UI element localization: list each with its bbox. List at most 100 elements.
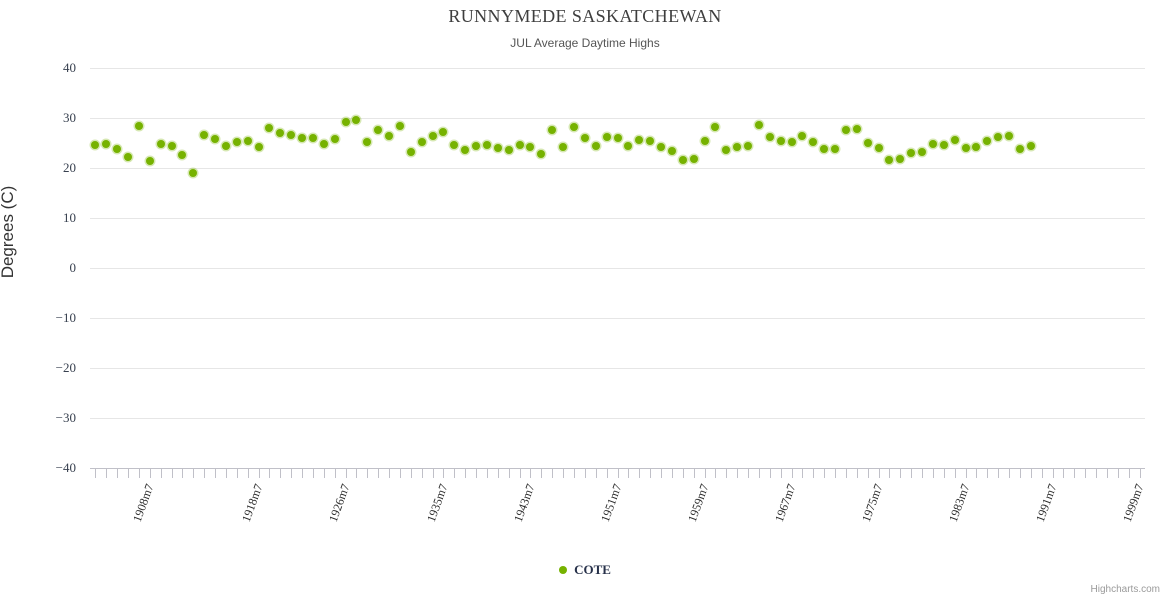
data-point[interactable]: [831, 144, 840, 153]
data-point[interactable]: [374, 126, 383, 134]
data-point[interactable]: [646, 137, 655, 145]
data-point[interactable]: [580, 133, 589, 142]
x-tick: [160, 469, 162, 478]
data-point[interactable]: [928, 140, 937, 148]
data-point[interactable]: [918, 147, 927, 156]
data-point[interactable]: [298, 133, 307, 142]
data-point[interactable]: [744, 142, 752, 150]
data-point[interactable]: [1015, 145, 1024, 153]
data-point[interactable]: [113, 144, 122, 153]
data-point[interactable]: [569, 123, 578, 131]
data-point[interactable]: [265, 124, 274, 132]
data-point[interactable]: [243, 136, 252, 145]
x-tick: [835, 469, 837, 478]
data-point[interactable]: [406, 147, 415, 156]
data-point[interactable]: [907, 149, 916, 157]
data-point[interactable]: [504, 145, 513, 154]
data-point[interactable]: [961, 144, 970, 152]
data-point[interactable]: [276, 128, 285, 137]
data-point[interactable]: [722, 146, 731, 154]
data-point[interactable]: [428, 131, 437, 140]
data-point[interactable]: [939, 141, 948, 149]
data-point[interactable]: [994, 132, 1003, 141]
data-point[interactable]: [417, 137, 426, 146]
y-tick-label: 30: [63, 110, 76, 125]
x-tick: [302, 469, 304, 478]
data-point[interactable]: [950, 135, 959, 144]
x-tick: [541, 469, 543, 478]
data-point[interactable]: [134, 122, 143, 130]
data-point[interactable]: [667, 146, 676, 155]
data-point[interactable]: [1026, 141, 1035, 150]
data-point[interactable]: [102, 140, 111, 148]
data-point[interactable]: [624, 141, 633, 150]
data-point[interactable]: [613, 134, 622, 142]
data-point[interactable]: [820, 145, 829, 153]
data-point[interactable]: [559, 142, 568, 151]
data-point[interactable]: [482, 141, 491, 149]
data-point[interactable]: [472, 142, 481, 150]
data-point[interactable]: [863, 139, 872, 147]
data-point[interactable]: [493, 143, 502, 152]
x-tick: [193, 469, 195, 478]
data-point[interactable]: [657, 142, 665, 151]
legend-item-cote[interactable]: COTE: [559, 562, 611, 578]
data-point[interactable]: [809, 137, 818, 146]
data-point[interactable]: [221, 142, 230, 150]
data-point[interactable]: [91, 141, 100, 149]
data-point[interactable]: [874, 144, 883, 152]
data-point[interactable]: [211, 134, 220, 143]
data-point[interactable]: [787, 138, 796, 146]
data-point[interactable]: [156, 139, 165, 148]
data-point[interactable]: [841, 125, 850, 134]
data-point[interactable]: [395, 122, 404, 130]
data-point[interactable]: [602, 132, 611, 141]
data-point[interactable]: [852, 124, 861, 133]
data-point[interactable]: [515, 140, 524, 149]
data-point[interactable]: [548, 126, 557, 134]
data-point[interactable]: [700, 136, 709, 145]
data-point[interactable]: [537, 150, 546, 158]
data-point[interactable]: [178, 151, 187, 159]
data-point[interactable]: [145, 156, 154, 165]
data-point[interactable]: [885, 155, 894, 164]
data-point[interactable]: [308, 134, 317, 142]
gridline: [90, 268, 1145, 269]
data-point[interactable]: [798, 131, 807, 140]
data-point[interactable]: [526, 143, 535, 151]
data-point[interactable]: [189, 168, 198, 177]
data-point[interactable]: [385, 132, 394, 140]
data-point[interactable]: [711, 122, 720, 131]
data-point[interactable]: [200, 131, 209, 139]
data-point[interactable]: [330, 134, 339, 143]
data-point[interactable]: [232, 137, 241, 146]
data-point[interactable]: [983, 136, 992, 145]
data-point[interactable]: [287, 130, 296, 139]
data-point[interactable]: [972, 143, 981, 151]
data-point[interactable]: [689, 154, 698, 163]
data-point[interactable]: [896, 154, 905, 163]
data-point[interactable]: [754, 121, 763, 129]
data-point[interactable]: [450, 141, 459, 149]
gridline: [90, 218, 1145, 219]
data-point[interactable]: [765, 133, 774, 141]
data-point[interactable]: [341, 117, 350, 126]
data-point[interactable]: [635, 136, 644, 144]
data-point[interactable]: [776, 136, 785, 145]
data-point[interactable]: [678, 155, 687, 164]
data-point[interactable]: [461, 145, 470, 154]
data-point[interactable]: [439, 127, 448, 136]
data-point[interactable]: [363, 138, 372, 146]
data-point[interactable]: [1005, 131, 1014, 140]
chart-credits[interactable]: Highcharts.com: [1090, 584, 1160, 595]
data-point[interactable]: [591, 141, 600, 150]
x-tick: [758, 469, 760, 478]
data-point[interactable]: [352, 116, 361, 124]
data-point[interactable]: [733, 142, 742, 151]
x-tick: [530, 469, 532, 478]
data-point[interactable]: [254, 143, 263, 151]
data-point[interactable]: [124, 152, 133, 161]
x-tick: [356, 469, 358, 478]
data-point[interactable]: [319, 139, 328, 148]
data-point[interactable]: [167, 142, 176, 150]
